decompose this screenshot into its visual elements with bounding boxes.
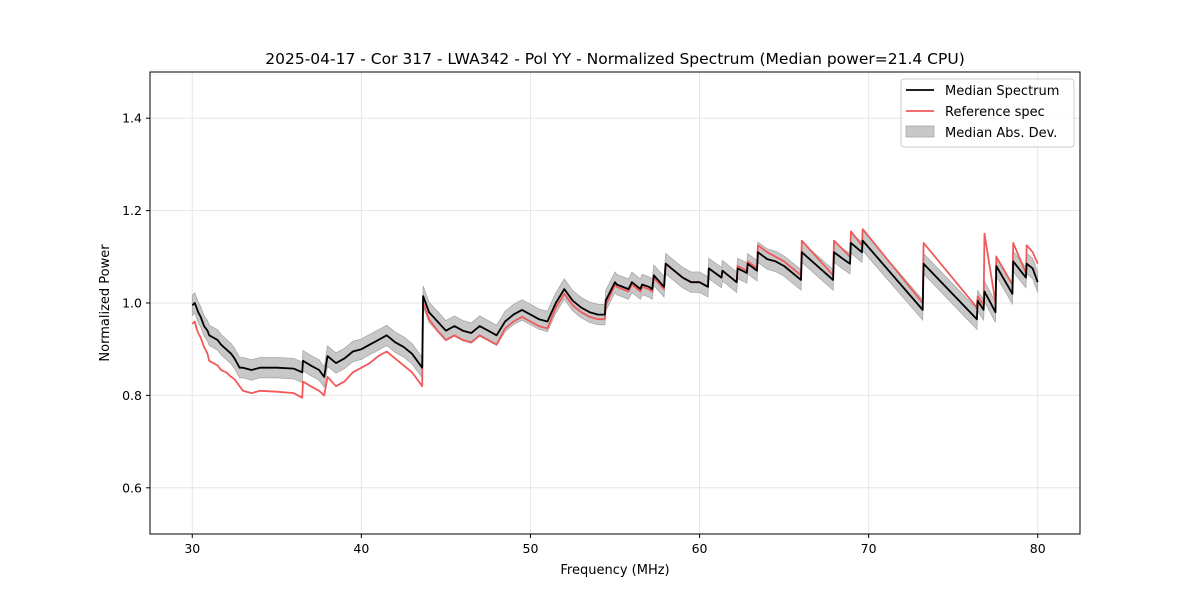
legend: Median Spectrum Reference spec Median Ab… xyxy=(900,78,1075,148)
y-axis-label: Normalized Power xyxy=(98,244,113,362)
y-tick-label: 0.8 xyxy=(122,388,142,403)
x-tick-label: 70 xyxy=(861,541,877,556)
reference-spectrum-line xyxy=(191,228,1039,399)
y-tick-label: 1.4 xyxy=(122,111,142,126)
legend-reference-label: Reference spec xyxy=(945,105,1045,120)
legend-median-label: Median Spectrum xyxy=(945,84,1059,99)
x-tick-label: 30 xyxy=(184,541,200,556)
y-axis: 0.6 0.8 1.0 1.2 1.4 xyxy=(122,111,150,495)
x-tick-label: 60 xyxy=(692,541,708,556)
plot-area xyxy=(191,228,1039,399)
grid-lines xyxy=(150,72,1080,534)
y-tick-label: 0.6 xyxy=(122,480,142,495)
median-spectrum-line xyxy=(191,239,1039,378)
legend-box xyxy=(900,78,1075,148)
x-tick-label: 80 xyxy=(1030,541,1046,556)
x-tick-label: 50 xyxy=(523,541,539,556)
x-axis-label: Frequency (MHz) xyxy=(560,563,669,578)
chart-title: 2025-04-17 - Cor 317 - LWA342 - Pol YY -… xyxy=(265,50,965,68)
x-axis: 30 40 50 60 70 80 xyxy=(184,534,1046,556)
y-tick-label: 1.2 xyxy=(122,203,142,218)
median-abs-dev-band xyxy=(191,229,1039,389)
legend-mad-label: Median Abs. Dev. xyxy=(945,126,1057,141)
legend-mad-swatch xyxy=(905,125,935,138)
x-tick-label: 40 xyxy=(353,541,369,556)
y-tick-label: 1.0 xyxy=(122,296,142,311)
